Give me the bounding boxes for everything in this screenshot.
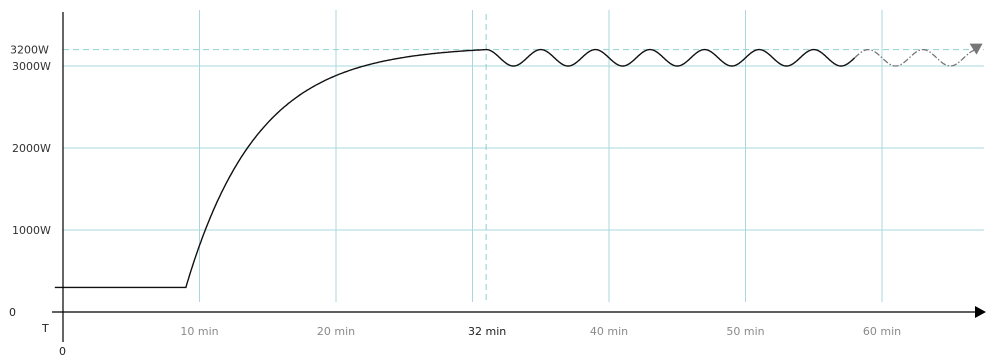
peak-time-label: 32 min [468, 325, 506, 338]
power-curve [54, 48, 856, 289]
y-tick-label: 3000W [12, 60, 51, 73]
x-tick-label: 20 min [317, 325, 355, 338]
x-origin-label: 0 [59, 345, 66, 358]
peak-power-label: 3200W [10, 44, 49, 57]
x-axis-label: T [41, 322, 49, 335]
y-origin-label: 0 [9, 306, 16, 319]
series-curve-group [54, 43, 983, 289]
x-tick-label: 60 min [863, 325, 901, 338]
x-axis-arrow-icon [975, 306, 986, 318]
x-tick-label: 10 min [180, 325, 218, 338]
y-tick-label: 1000W [12, 224, 51, 237]
labels: 0 T 0 1000W 2000W 3000W 10 min 20 min 40 min 5… [9, 44, 901, 358]
x-tick-label: 40 min [590, 325, 628, 338]
projection-arrow-icon [969, 43, 983, 55]
projected-curve [854, 48, 978, 67]
axes [52, 12, 986, 342]
x-tick-label: 50 min [726, 325, 764, 338]
y-tick-label: 2000W [12, 142, 51, 155]
grid [63, 10, 984, 302]
